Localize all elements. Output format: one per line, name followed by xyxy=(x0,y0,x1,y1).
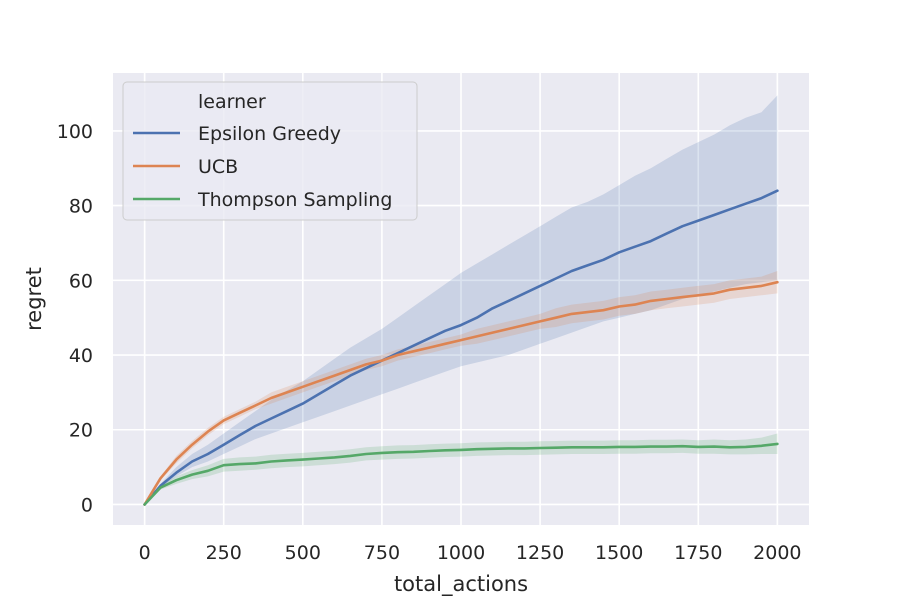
epsilon-greedy-line xyxy=(143,189,779,506)
x-tick-label: 1750 xyxy=(674,542,722,564)
y-tick-labels: 0 20 40 60 80 100 xyxy=(57,121,93,517)
x-tick-label: 1500 xyxy=(595,542,643,564)
x-tick-label: 500 xyxy=(285,542,321,564)
x-tick-label: 750 xyxy=(364,542,400,564)
legend-title: learner xyxy=(198,91,266,113)
y-tick-label: 0 xyxy=(81,494,93,516)
x-tick-label: 0 xyxy=(139,542,151,564)
legend: learner Epsilon Greedy UCB Thompson Sampli… xyxy=(122,81,418,221)
thompson-sampling-line xyxy=(143,442,779,506)
y-axis-label: regret xyxy=(22,267,46,331)
series-lines xyxy=(143,189,779,506)
y-tick-label: 60 xyxy=(69,270,93,292)
y-tick-label: 100 xyxy=(57,121,93,143)
x-tick-labels: 0 250 500 750 1000 1250 1500 1750 2000 xyxy=(139,542,802,564)
thompson-sampling-legend-label: Thompson Sampling xyxy=(197,189,392,211)
x-axis-label: total_actions xyxy=(394,572,528,597)
ucb-legend-label: UCB xyxy=(198,156,238,178)
thompson-sampling-confidence-band xyxy=(144,433,778,505)
x-tick-label: 250 xyxy=(206,542,242,564)
y-tick-label: 40 xyxy=(69,345,93,367)
y-tick-label: 80 xyxy=(69,196,93,218)
x-tick-label: 1000 xyxy=(437,542,485,564)
grid xyxy=(113,73,809,525)
legend-box xyxy=(122,81,418,221)
epsilon-greedy-legend-label: Epsilon Greedy xyxy=(198,123,341,145)
x-tick-label: 1250 xyxy=(516,542,564,564)
legend-entries: Epsilon Greedy UCB Thompson Sampling xyxy=(133,123,392,211)
ucb-line xyxy=(143,280,779,506)
x-tick-label: 2000 xyxy=(753,542,801,564)
y-tick-label: 20 xyxy=(69,420,93,442)
